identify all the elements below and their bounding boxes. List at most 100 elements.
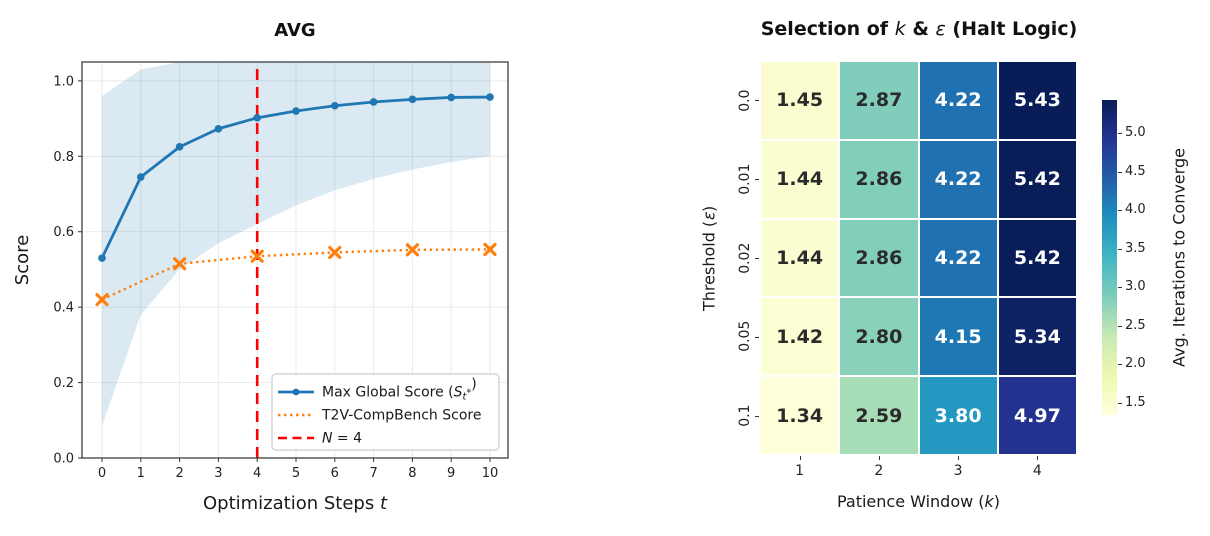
colorbar-tick [1118, 325, 1122, 327]
heatmap-cell: 2.86 [840, 219, 918, 297]
legend-box [271, 373, 500, 451]
heatmap-cell: 1.44 [761, 140, 839, 218]
heatmap-ylabel: Threshold (ε) [698, 61, 720, 455]
y-tick-label: 0.4 [53, 301, 74, 316]
circle-marker [447, 93, 456, 102]
label-fragment: ε [699, 211, 719, 221]
circle-marker [369, 98, 378, 106]
colorbar-tick-label: 2.0 [1125, 356, 1146, 372]
label-fragment: ) [699, 205, 719, 212]
x-marker [173, 257, 187, 271]
label-fragment: ε [935, 18, 946, 40]
heatmap-row-label: 0.1 [737, 404, 753, 427]
colorbar-tick-label: 1.5 [1125, 394, 1146, 410]
heatmap-row-tick [755, 415, 759, 417]
heatmap-cell: 1.42 [761, 298, 839, 376]
heatmap-row-label: 0.01 [737, 163, 753, 195]
colorbar-tick-label: 5.0 [1125, 125, 1146, 141]
x-tick-label: 2 [175, 466, 183, 481]
x-tick-label: 6 [331, 466, 339, 481]
x-tick-label: 1 [137, 466, 145, 481]
label-fragment: Threshold ( [699, 220, 719, 311]
series-t2v-line [101, 248, 491, 301]
heatmap-xlabel: Patience Window (k) [760, 492, 1077, 511]
colorbar-tick [1118, 210, 1122, 212]
colorbar-tick [1118, 287, 1122, 289]
heatmap-cell: 4.97 [998, 377, 1076, 454]
label-fragment: k [984, 492, 994, 511]
heatmap-cell: 1.45 [761, 62, 839, 139]
colorbar-tick [1118, 364, 1122, 366]
colorbar-tick [1118, 248, 1122, 250]
heatmap-row-label: 0.05 [737, 321, 753, 353]
heatmap-row-tick [755, 179, 759, 181]
heatmap-row-tick [755, 336, 759, 338]
x-marker [95, 293, 109, 307]
heatmap-col-tick [958, 456, 960, 460]
heatmap-cell: 4.22 [919, 62, 997, 139]
axis-ticks: 0 1 2 3 4 5 6 7 8 9 10 0.0 0.2 0.4 0.6 0.8 1.0 [53, 74, 498, 481]
colorbar-tick-label: 3.0 [1125, 279, 1146, 295]
circle-marker [175, 143, 184, 151]
heatmap-cell: 2.59 [840, 377, 918, 454]
colorbar-tick-label: 3.5 [1125, 240, 1146, 256]
legend-label: Max Global Score (St*) [322, 377, 477, 403]
heatmap-cell: 5.34 [998, 298, 1076, 376]
heatmap-col-tick [878, 456, 880, 460]
x-tick-label: 0 [98, 466, 106, 481]
line-chart-avg: 0 1 2 3 4 5 6 7 8 9 10 0.0 0.2 0.4 0.6 0.8 1.0 AVG Score… [12, 20, 509, 514]
y-tick-label: 0.6 [53, 225, 74, 240]
x-marker [405, 243, 419, 257]
heatmap-cell: 2.87 [840, 62, 918, 139]
heatmap-cell: 4.22 [919, 140, 997, 218]
heatmap-col-tick [799, 456, 801, 460]
x-marker [328, 245, 342, 260]
heatmap-cell: 4.15 [919, 298, 997, 376]
x-marker [250, 249, 264, 263]
line-chart-ylabel: Score [12, 235, 33, 285]
heatmap-row-tick [755, 258, 759, 259]
circle-marker [292, 107, 300, 115]
heatmap-col-label: 1 [795, 463, 805, 479]
heatmap-cell: 4.22 [919, 219, 997, 297]
line-chart-legend: Max Global Score (St*) T2V-CompBench Scor… [271, 373, 500, 451]
axes-spines [81, 61, 509, 459]
heatmap-cell: 3.80 [919, 377, 997, 454]
label-fragment: Selection of [760, 18, 895, 40]
circle-marker [98, 254, 106, 262]
colorbar-tick [1118, 133, 1122, 135]
circle-marker [486, 93, 494, 101]
colorbar-label: Avg. Iterations to Converge [1169, 148, 1189, 367]
x-tick-label: 8 [408, 466, 416, 481]
colorbar-tick-label: 2.5 [1125, 317, 1146, 333]
y-tick-label: 0.0 [53, 452, 74, 467]
label-fragment: ) [993, 492, 1001, 511]
label-fragment: Patience Window ( [836, 492, 985, 511]
label-fragment: k [894, 18, 906, 40]
y-tick-label: 0.2 [53, 376, 74, 391]
x-tick-label: 4 [253, 466, 261, 481]
y-tick-label: 0.8 [53, 150, 74, 165]
heatmap-row-label: 0.0 [737, 89, 753, 112]
heatmap-cell: 5.42 [998, 140, 1076, 218]
legend-label: T2V-CompBench Score [321, 408, 481, 424]
heatmap-cell: 1.34 [761, 377, 839, 454]
line-chart-xlabel: Optimization Steps t [203, 493, 388, 514]
heatmap-cell: 2.80 [840, 298, 918, 376]
line-chart-title: AVG [274, 20, 315, 41]
circle-marker [331, 101, 339, 110]
heatmap-col-label: 3 [953, 463, 963, 479]
x-tick-label: 5 [292, 466, 300, 481]
legend-label: N = 4 [322, 431, 362, 447]
colorbar-tick [1118, 171, 1122, 173]
circle-marker [253, 114, 261, 122]
label-fragment: & [905, 18, 936, 40]
heatmap-row-label: 0.02 [737, 242, 753, 274]
y-tick-label: 1.0 [53, 74, 74, 89]
colorbar-tick-label: 4.0 [1125, 202, 1146, 218]
heatmap-col-label: 4 [1032, 463, 1042, 479]
circle-marker [137, 173, 145, 181]
x-tick-label: 7 [369, 466, 377, 481]
